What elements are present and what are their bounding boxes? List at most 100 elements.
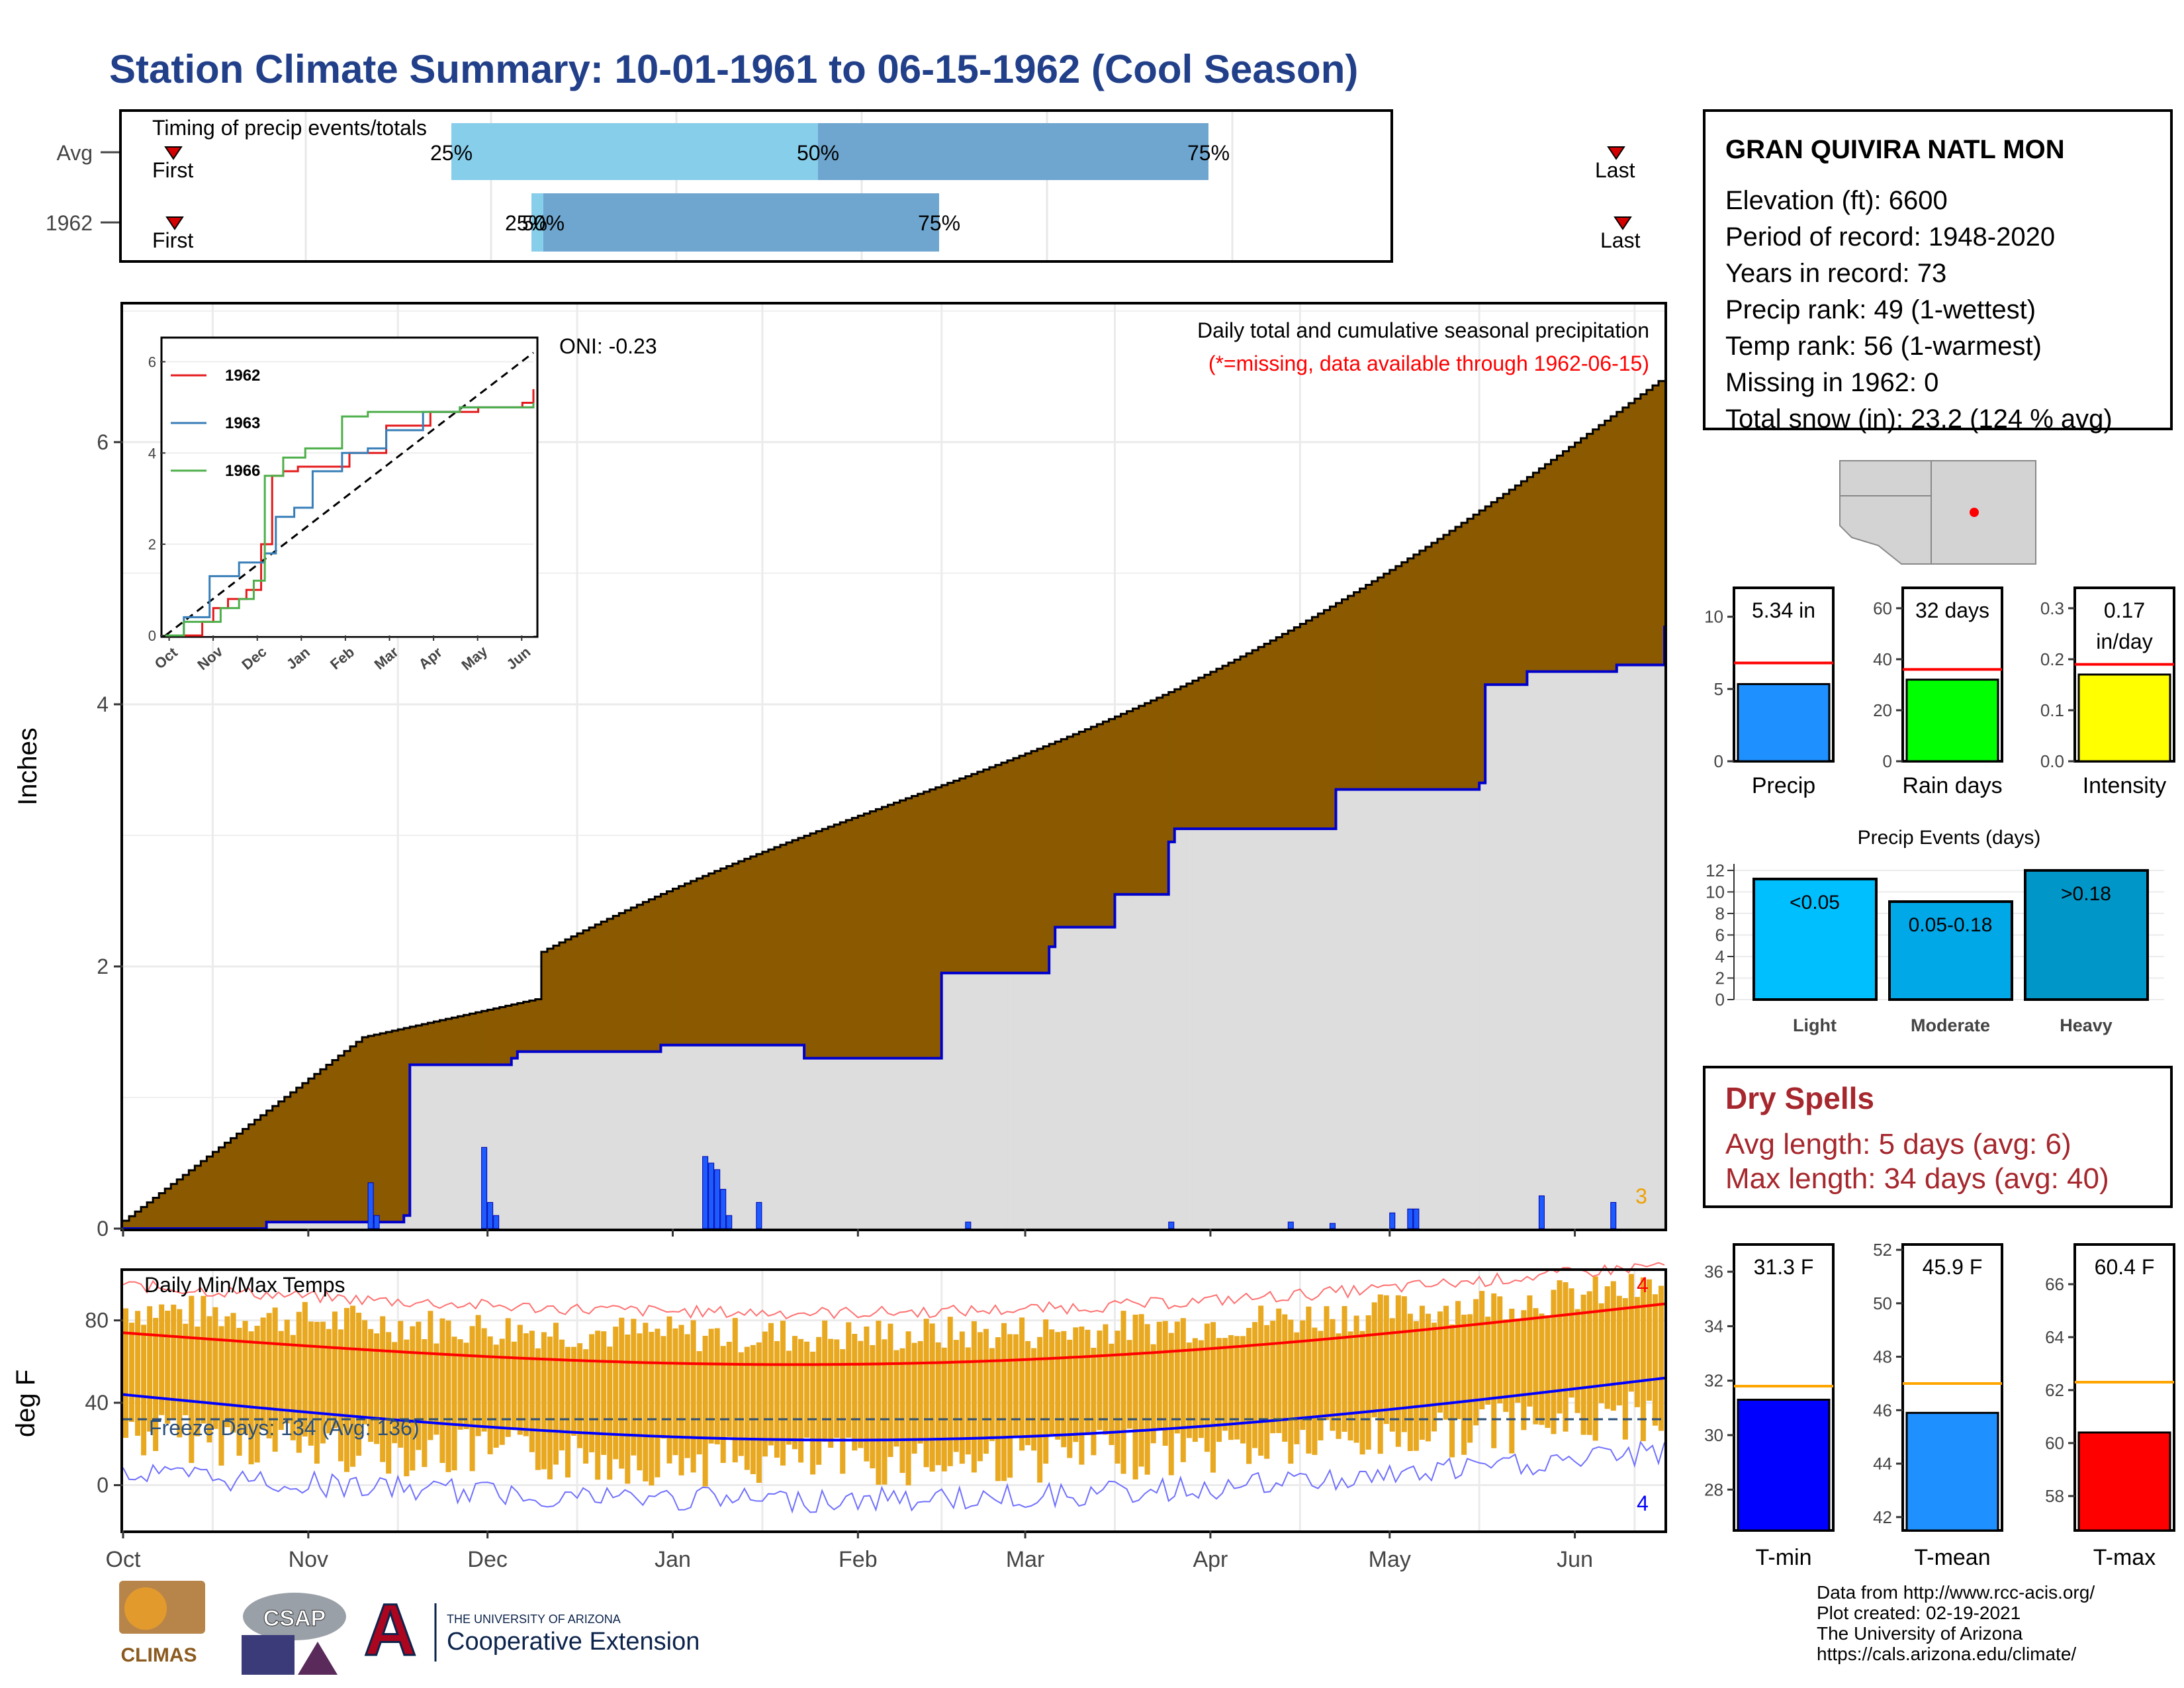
daily-temp-bar (439, 1318, 445, 1464)
inset-series-1966 (165, 402, 535, 637)
missing-note: (*=missing, data available through 1962-… (1208, 352, 1649, 375)
daily-temp-bar (165, 1311, 171, 1424)
daily-temp-bar (422, 1338, 428, 1468)
daily-temp-bar (1437, 1311, 1443, 1413)
daily-temp-bar (177, 1309, 183, 1438)
daily-temp-bar (433, 1343, 439, 1435)
daily-temp-bar (893, 1350, 899, 1447)
daily-temp-bar (1234, 1336, 1240, 1440)
events-ytick: 0 (1715, 990, 1725, 1009)
daily-temp-bar (595, 1331, 601, 1480)
daily-temp-bar (338, 1329, 344, 1462)
daily-temp-bar (1192, 1338, 1198, 1442)
credit-line-source: Data from http://www.rcc-acis.org/ (1817, 1582, 2095, 1603)
temp-frame (120, 1268, 1667, 1533)
daily-temp-bar (1359, 1331, 1365, 1455)
record-min-line (122, 1440, 1665, 1514)
event-bar-Light (1752, 877, 1878, 1002)
info-period: Period of record: 1948-2020 (1725, 222, 2056, 252)
daily-temp-bar (655, 1329, 660, 1477)
freeze-days-label: Freeze Days: 134 (Avg: 136) (149, 1416, 420, 1440)
daily-temp-bar (643, 1323, 649, 1481)
inset-series-1963 (165, 402, 535, 637)
daily-temp-bar (1085, 1329, 1091, 1436)
daily-temp-bar (870, 1344, 876, 1469)
precip-caption: Daily total and cumulative seasonal prec… (1197, 318, 1649, 342)
precip-corner-count: 3 (1635, 1184, 1647, 1208)
daily-temp-bar (684, 1334, 690, 1458)
daily-temp-bar (1491, 1293, 1497, 1448)
daily-temp-bar (153, 1317, 159, 1452)
daily-temp-bar (1300, 1320, 1306, 1430)
daily-temp-bar (1407, 1313, 1413, 1452)
summary-ytick: 0.3 (2040, 598, 2064, 618)
y1962-last-label: Last (1600, 228, 1641, 252)
info-snow: Total snow (in): 23.2 (124 % avg) (1725, 404, 2113, 434)
temp-summary-ytick: 32 (1704, 1371, 1723, 1391)
daily-temp-bar (1228, 1335, 1234, 1440)
daily-temp-bar (1509, 1308, 1515, 1454)
daily-temp-bar (320, 1321, 326, 1444)
daily-temp-bar (1276, 1308, 1282, 1433)
daily-temp-bar (517, 1325, 523, 1435)
daily-temp-bar (487, 1336, 493, 1454)
daily-temp-bar (1551, 1289, 1557, 1434)
summary-ytick: 0.0 (2040, 751, 2064, 771)
daily-temp-bar (451, 1336, 457, 1471)
daily-temp-bar (852, 1334, 858, 1451)
inset-ytick: 6 (148, 353, 156, 370)
daily-temp-bar (565, 1346, 571, 1477)
daily-temp-bar (475, 1315, 481, 1436)
daily-temp-bar (1007, 1334, 1013, 1478)
inset-frame (160, 336, 539, 638)
daily-temp-bar (1521, 1310, 1527, 1430)
month-tick-label: Jan (655, 1547, 691, 1572)
daily-temp-bar (1204, 1323, 1210, 1452)
daily-temp-bar (1282, 1314, 1288, 1442)
daily-temp-bar (236, 1327, 242, 1456)
inset-ytick: 2 (148, 536, 156, 553)
daily-temp-bar (714, 1328, 720, 1444)
daily-temp-bar (917, 1340, 923, 1444)
daily-temp-bar (1336, 1333, 1342, 1439)
daily-temp-bar (1013, 1334, 1019, 1438)
summary-name: Rain days (1902, 773, 2002, 798)
daily-temp-bar (690, 1320, 696, 1473)
daily-temp-bar (368, 1329, 374, 1442)
daily-temp-bar (296, 1311, 302, 1453)
daily-temp-bar (816, 1336, 822, 1465)
daily-temp-bar (1347, 1331, 1353, 1441)
svg-text:A: A (364, 1595, 416, 1668)
daily-temp-bar (780, 1321, 786, 1466)
locator-map (1839, 460, 2036, 565)
daily-temp-bar (762, 1331, 768, 1457)
daily-temp-bar (1109, 1343, 1115, 1445)
daily-temp-bar (1043, 1319, 1049, 1464)
temp-ytick: 80 (85, 1309, 109, 1333)
daily-temp-bar (1079, 1326, 1085, 1465)
temp-ylabel: deg F (11, 1370, 40, 1437)
daily-temp-bar (290, 1335, 296, 1440)
daily-temp-bar (1449, 1324, 1455, 1458)
daily-temp-bar (1658, 1286, 1664, 1431)
precip-ylabel: Inches (13, 727, 42, 806)
daily-temp-bar (649, 1332, 655, 1485)
event-bar-name: Light (1793, 1015, 1837, 1035)
daily-temp-bar (129, 1323, 135, 1422)
daily-temp-bar (1431, 1323, 1437, 1432)
daily-temp-bar (1270, 1321, 1276, 1434)
daily-temp-bar (1222, 1338, 1228, 1431)
temp-ytick: 0 (97, 1474, 109, 1497)
month-tick-label: Mar (1006, 1547, 1045, 1572)
daily-temp-bar (1652, 1294, 1658, 1426)
dry-spells-title: Dry Spells (1725, 1081, 1874, 1115)
daily-temp-bar (511, 1341, 517, 1430)
max-record-count: 4 (1637, 1273, 1649, 1297)
temp-summary-name: T-min (1756, 1545, 1812, 1570)
min-record-count: 4 (1637, 1491, 1649, 1515)
credits: Data from http://www.rcc-acis.org/ Plot … (1817, 1582, 2095, 1664)
info-years: Years in record: 73 (1725, 259, 1947, 288)
daily-temp-bar (1353, 1315, 1359, 1443)
daily-temp-bar (147, 1306, 153, 1432)
daily-temp-bar (1186, 1342, 1192, 1438)
